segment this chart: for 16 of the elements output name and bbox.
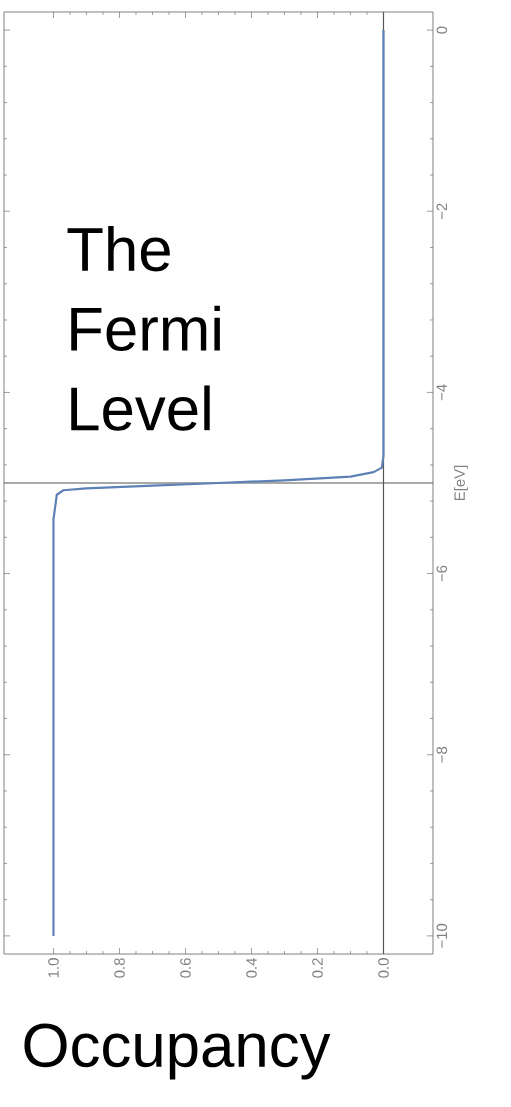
y-tick-label: −4 [436, 384, 447, 401]
y-axis-title: E[eV] [453, 465, 468, 501]
x-tick-label: 0.0 [378, 958, 389, 978]
y-tick-label: −2 [436, 203, 447, 220]
x-tick-label: 0.8 [114, 958, 125, 978]
y-tick-label: −8 [436, 746, 448, 763]
x-tick-label: 0.4 [246, 957, 257, 978]
line-series [52, 29, 385, 937]
x-tick-label: 1.0 [48, 958, 59, 978]
y-tick-label: 0 [436, 26, 448, 34]
ref-line-label: The Fermi Level [67, 226, 220, 431]
x-tick-label: 0.6 [180, 958, 191, 978]
x-axis-title: Occupancy [24, 1023, 331, 1080]
x-tick-label: 0.2 [312, 958, 323, 978]
y-tick-label: −10 [436, 923, 448, 948]
y-tick-label: −6 [436, 565, 448, 582]
